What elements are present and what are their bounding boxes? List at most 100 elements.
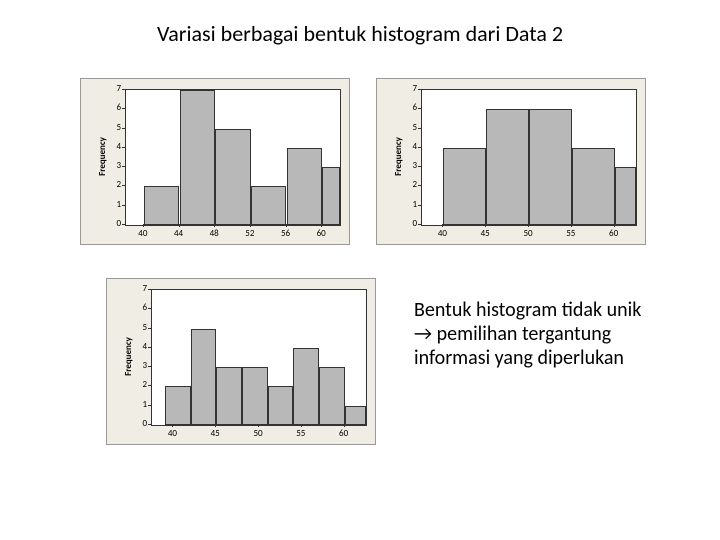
y-tick-mark xyxy=(122,205,125,206)
histogram-bar xyxy=(180,90,216,225)
y-tick-mark xyxy=(148,347,151,348)
histogram-bar xyxy=(319,367,345,425)
x-tick-label: 45 xyxy=(481,228,490,239)
y-tick-label: 2 xyxy=(405,179,417,190)
histogram-bar xyxy=(322,167,340,225)
x-tick-label: 40 xyxy=(168,428,177,439)
y-tick-label: 7 xyxy=(109,83,121,94)
histogram-bar xyxy=(242,367,268,425)
y-axis-label: Frequency xyxy=(123,337,134,376)
plot-area xyxy=(125,89,341,226)
histogram-panel-3: Frequency012345674045505560 xyxy=(106,278,376,445)
histogram-panel-1: Frequency01234567404448525660 xyxy=(80,78,350,245)
x-tick-mark xyxy=(485,224,486,227)
x-tick-label: 55 xyxy=(566,228,575,239)
histogram-panel-2: Frequency012345674045505560 xyxy=(376,78,646,245)
y-tick-label: 5 xyxy=(135,322,147,333)
x-tick-mark xyxy=(614,224,615,227)
x-tick-label: 55 xyxy=(296,428,305,439)
x-tick-label: 60 xyxy=(609,228,618,239)
page-title: Variasi berbagai bentuk histogram dari D… xyxy=(0,20,720,47)
histogram-bar xyxy=(251,186,287,225)
plot-area xyxy=(421,89,637,226)
y-tick-mark xyxy=(122,147,125,148)
y-tick-mark xyxy=(418,166,421,167)
x-tick-mark xyxy=(215,424,216,427)
y-tick-label: 0 xyxy=(135,418,147,429)
y-tick-label: 1 xyxy=(109,199,121,210)
x-tick-label: 45 xyxy=(211,428,220,439)
histogram-bar xyxy=(443,148,486,225)
x-tick-label: 50 xyxy=(253,428,262,439)
y-tick-label: 3 xyxy=(135,360,147,371)
y-tick-label: 4 xyxy=(109,141,121,152)
y-tick-label: 5 xyxy=(405,122,417,133)
y-tick-label: 7 xyxy=(135,283,147,294)
histogram-bar xyxy=(144,186,180,225)
x-tick-mark xyxy=(571,224,572,227)
y-tick-mark xyxy=(418,185,421,186)
x-tick-mark xyxy=(258,424,259,427)
histogram-bar xyxy=(268,386,294,425)
x-tick-label: 44 xyxy=(174,228,183,239)
x-tick-label: 48 xyxy=(210,228,219,239)
x-tick-mark xyxy=(528,224,529,227)
y-tick-label: 4 xyxy=(405,141,417,152)
histogram-bar xyxy=(486,109,529,225)
y-tick-mark xyxy=(418,108,421,109)
y-tick-mark xyxy=(418,128,421,129)
y-tick-mark xyxy=(148,385,151,386)
x-tick-mark xyxy=(143,224,144,227)
y-tick-label: 6 xyxy=(135,302,147,313)
y-tick-mark xyxy=(418,224,421,225)
x-tick-label: 40 xyxy=(138,228,147,239)
y-tick-label: 1 xyxy=(135,399,147,410)
y-tick-mark xyxy=(122,166,125,167)
x-tick-mark xyxy=(250,224,251,227)
x-tick-mark xyxy=(442,224,443,227)
y-tick-mark xyxy=(122,128,125,129)
histogram-bar xyxy=(216,367,242,425)
body-text: Bentuk histogram tidak unik → pemilihan … xyxy=(414,298,644,370)
x-tick-mark xyxy=(214,224,215,227)
y-tick-mark xyxy=(122,185,125,186)
histogram-bar xyxy=(293,348,319,425)
y-tick-mark xyxy=(148,308,151,309)
y-tick-mark xyxy=(418,89,421,90)
x-tick-mark xyxy=(321,224,322,227)
y-tick-mark xyxy=(418,205,421,206)
x-tick-label: 40 xyxy=(438,228,447,239)
histogram-bar xyxy=(345,406,366,425)
y-tick-mark xyxy=(148,289,151,290)
y-tick-label: 5 xyxy=(109,122,121,133)
histogram-bar xyxy=(529,109,572,225)
y-tick-mark xyxy=(122,108,125,109)
y-tick-mark xyxy=(418,147,421,148)
x-tick-label: 60 xyxy=(339,428,348,439)
y-tick-label: 0 xyxy=(109,218,121,229)
y-tick-mark xyxy=(122,224,125,225)
y-tick-mark xyxy=(122,89,125,90)
x-tick-mark xyxy=(172,424,173,427)
y-tick-label: 3 xyxy=(405,160,417,171)
x-tick-mark xyxy=(344,424,345,427)
plot-area xyxy=(151,289,367,426)
y-tick-label: 0 xyxy=(405,218,417,229)
x-tick-mark xyxy=(179,224,180,227)
y-axis-label: Frequency xyxy=(97,137,108,176)
histogram-bar xyxy=(287,148,323,225)
x-tick-label: 60 xyxy=(317,228,326,239)
y-tick-label: 4 xyxy=(135,341,147,352)
y-tick-mark xyxy=(148,328,151,329)
y-tick-label: 2 xyxy=(109,179,121,190)
x-tick-label: 50 xyxy=(523,228,532,239)
y-tick-label: 6 xyxy=(109,102,121,113)
histogram-bar xyxy=(191,329,217,425)
histogram-bar xyxy=(572,148,615,225)
x-tick-mark xyxy=(301,424,302,427)
y-tick-mark xyxy=(148,366,151,367)
x-tick-label: 56 xyxy=(281,228,290,239)
x-tick-mark xyxy=(286,224,287,227)
x-tick-label: 52 xyxy=(245,228,254,239)
y-axis-label: Frequency xyxy=(393,137,404,176)
